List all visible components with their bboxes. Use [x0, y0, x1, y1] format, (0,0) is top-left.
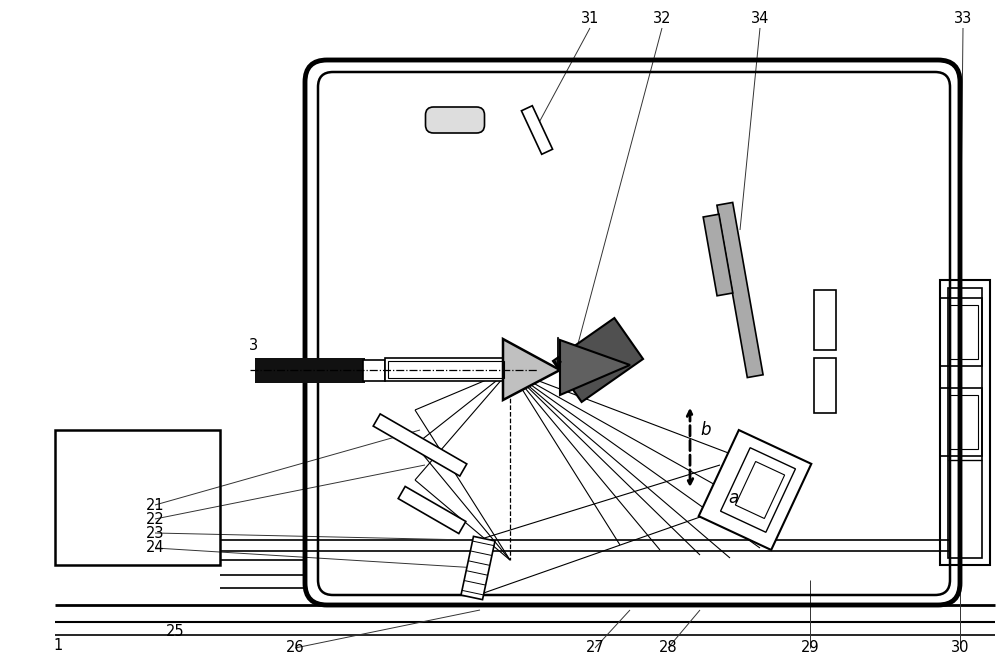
Text: 34: 34: [751, 11, 769, 26]
Polygon shape: [553, 318, 643, 402]
Bar: [948, 288, 982, 558]
Polygon shape: [521, 106, 553, 154]
Text: 3: 3: [248, 338, 258, 352]
Text: 29: 29: [801, 641, 819, 655]
Polygon shape: [735, 461, 785, 518]
Text: 28: 28: [659, 641, 677, 655]
Bar: [503, 354, 523, 385]
Polygon shape: [721, 448, 795, 532]
Polygon shape: [461, 536, 495, 600]
Text: 33: 33: [954, 11, 972, 26]
Text: 26: 26: [286, 641, 304, 655]
FancyBboxPatch shape: [426, 107, 484, 133]
Text: 27: 27: [586, 641, 604, 655]
Text: 25: 25: [166, 624, 184, 639]
Bar: [55, 430, 220, 565]
Bar: [388, 361, 504, 378]
Bar: [940, 388, 982, 456]
Polygon shape: [373, 414, 467, 476]
Bar: [940, 280, 990, 565]
Text: 31: 31: [581, 11, 599, 26]
Text: 32: 32: [653, 11, 671, 26]
Text: 1: 1: [53, 638, 63, 653]
Text: 24: 24: [146, 540, 164, 555]
Polygon shape: [814, 357, 836, 412]
Polygon shape: [703, 214, 733, 296]
Bar: [950, 305, 978, 359]
Text: b: b: [700, 421, 710, 439]
Text: 23: 23: [146, 526, 164, 540]
Text: 22: 22: [146, 512, 164, 526]
Text: 21: 21: [146, 498, 164, 512]
Polygon shape: [560, 340, 630, 395]
Bar: [255, 358, 365, 383]
Bar: [363, 360, 385, 381]
Text: 30: 30: [951, 641, 969, 655]
Polygon shape: [814, 290, 836, 350]
Polygon shape: [398, 487, 466, 534]
Bar: [940, 298, 982, 366]
Polygon shape: [503, 339, 560, 400]
Text: a: a: [728, 489, 738, 507]
Bar: [385, 358, 507, 381]
Polygon shape: [717, 203, 763, 377]
Bar: [950, 395, 978, 449]
Polygon shape: [699, 430, 811, 550]
